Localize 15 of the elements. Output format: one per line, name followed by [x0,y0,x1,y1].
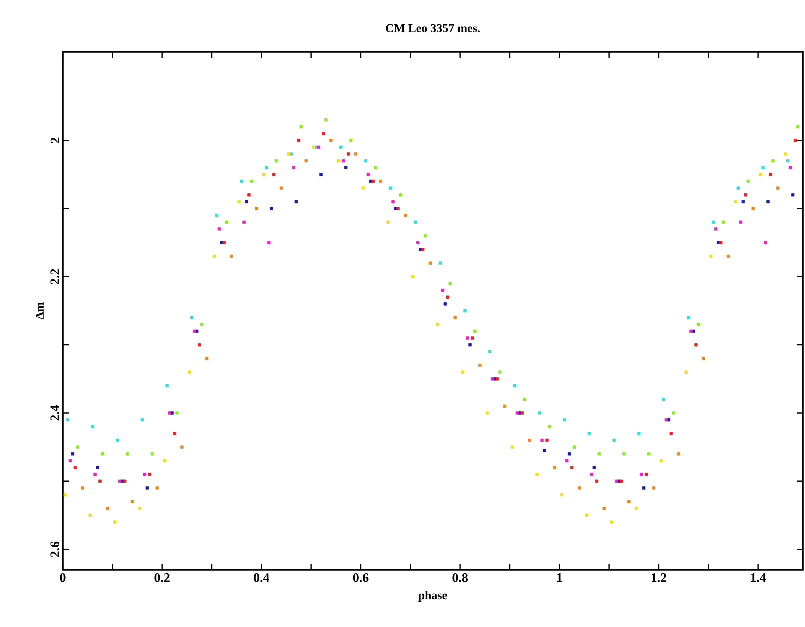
x-tick-label: 1.4 [751,574,766,582]
x-tick-label: 1 [557,574,562,582]
y-tick-label: 2.4 [50,405,60,421]
x-tick-label: 1.2 [652,574,667,582]
y-tick-label: 2.2 [50,269,60,284]
y-axis-title: Δm [36,302,44,320]
chart-title: CM Leo 3357 mes. [386,24,480,33]
x-tick-label: 0.6 [353,574,369,582]
x-tick-label: 0.8 [452,574,468,582]
x-tick-label: 0.2 [154,574,170,582]
x-tick-label: 0.4 [254,574,270,582]
x-tick-label: 0 [60,574,66,582]
x-axis-title: phase [418,591,448,602]
y-tick-label: 2 [50,138,60,144]
y-tick-label: 2.6 [50,542,60,558]
